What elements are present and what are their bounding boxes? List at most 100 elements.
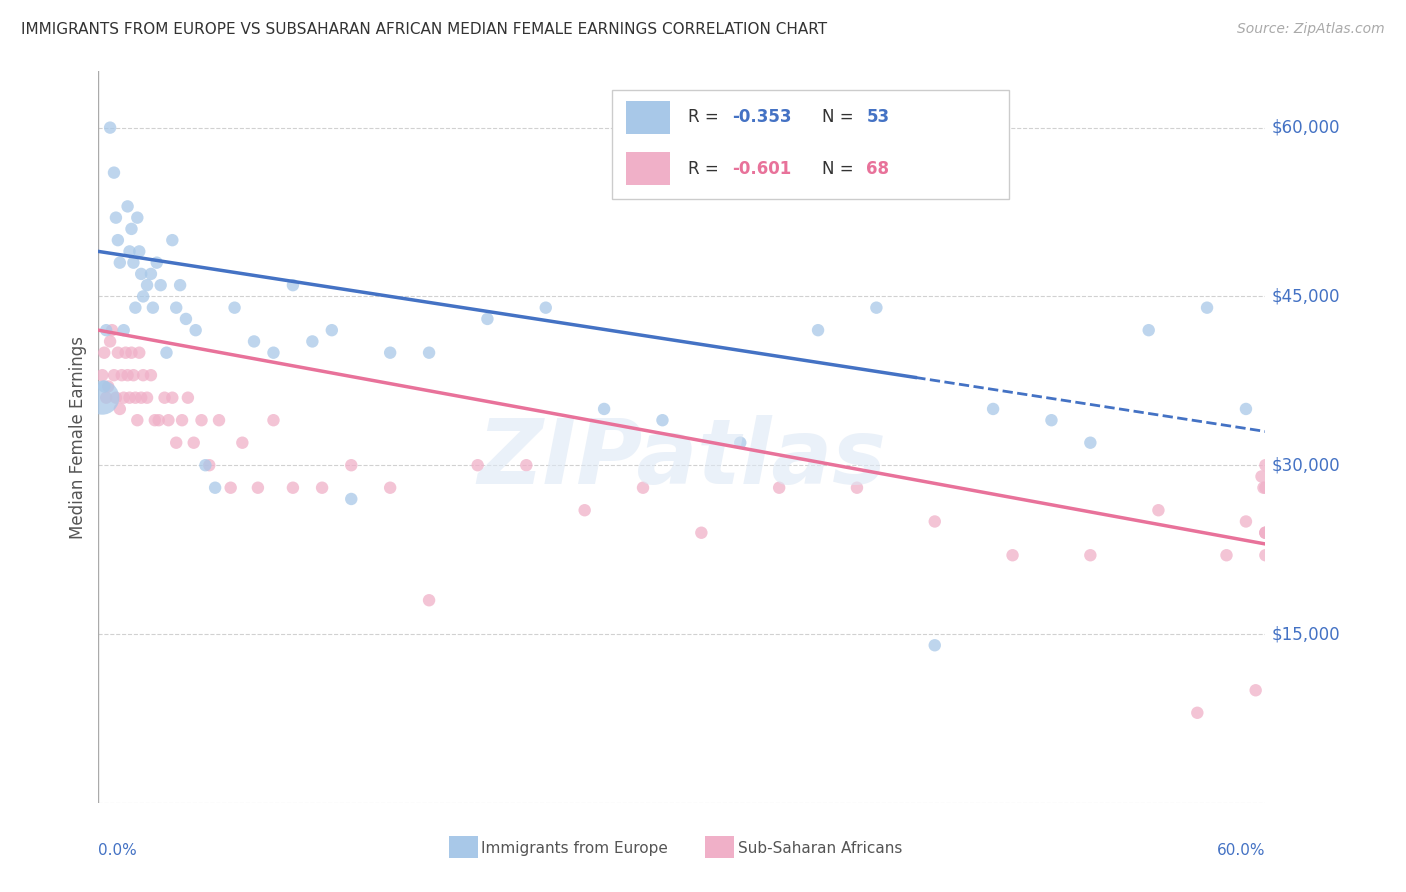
Point bbox=[128, 345, 150, 359]
Point bbox=[1234, 515, 1257, 529]
Point bbox=[380, 481, 402, 495]
Point bbox=[262, 345, 284, 359]
Point bbox=[114, 345, 136, 359]
Point bbox=[91, 368, 114, 383]
Point bbox=[124, 301, 146, 315]
Point bbox=[143, 413, 166, 427]
Point bbox=[104, 391, 127, 405]
Point bbox=[174, 312, 197, 326]
Point bbox=[467, 458, 489, 473]
Point bbox=[515, 458, 537, 473]
Point bbox=[243, 334, 266, 349]
Point bbox=[631, 481, 654, 495]
Point bbox=[108, 401, 131, 416]
Point bbox=[132, 368, 155, 383]
Point bbox=[1187, 706, 1209, 720]
Point bbox=[301, 334, 323, 349]
Point bbox=[162, 391, 184, 405]
Point bbox=[1137, 323, 1160, 337]
Point bbox=[281, 481, 304, 495]
Point bbox=[340, 458, 363, 473]
Point bbox=[208, 413, 231, 427]
Text: ZIPatlas: ZIPatlas bbox=[478, 415, 886, 503]
Point bbox=[1244, 683, 1267, 698]
Point bbox=[1080, 548, 1102, 562]
Point bbox=[204, 481, 226, 495]
Point bbox=[190, 413, 212, 427]
Point bbox=[1254, 525, 1277, 540]
Point bbox=[121, 222, 143, 236]
Point bbox=[311, 481, 333, 495]
Point bbox=[103, 166, 125, 180]
Point bbox=[128, 244, 150, 259]
Point bbox=[122, 368, 145, 383]
Point bbox=[231, 435, 253, 450]
Point bbox=[380, 345, 402, 359]
Text: -0.601: -0.601 bbox=[733, 160, 792, 178]
Point bbox=[107, 345, 129, 359]
Point bbox=[124, 391, 146, 405]
Point bbox=[177, 391, 200, 405]
Point bbox=[340, 491, 363, 506]
Point bbox=[574, 503, 596, 517]
Point bbox=[1254, 525, 1277, 540]
Point bbox=[103, 368, 125, 383]
Point bbox=[165, 435, 187, 450]
Point bbox=[224, 301, 246, 315]
Point bbox=[846, 481, 869, 495]
Point bbox=[1147, 503, 1170, 517]
Point bbox=[730, 435, 752, 450]
FancyBboxPatch shape bbox=[612, 90, 1008, 200]
Text: 53: 53 bbox=[866, 109, 890, 127]
Point bbox=[690, 525, 713, 540]
Bar bbox=[626, 101, 671, 134]
Point bbox=[101, 323, 124, 337]
Point bbox=[768, 481, 790, 495]
Point bbox=[93, 345, 115, 359]
Text: R =: R = bbox=[688, 160, 724, 178]
Point bbox=[96, 391, 118, 405]
Point bbox=[139, 267, 162, 281]
Text: $45,000: $45,000 bbox=[1271, 287, 1340, 305]
Point bbox=[93, 379, 115, 393]
Point bbox=[1253, 481, 1275, 495]
Point bbox=[262, 413, 284, 427]
Point bbox=[924, 515, 946, 529]
Point bbox=[170, 413, 193, 427]
Text: $60,000: $60,000 bbox=[1271, 119, 1340, 136]
Text: 60.0%: 60.0% bbox=[1218, 843, 1265, 858]
Text: $15,000: $15,000 bbox=[1271, 625, 1340, 643]
Point bbox=[155, 345, 177, 359]
Text: Sub-Saharan Africans: Sub-Saharan Africans bbox=[738, 840, 903, 855]
Text: 0.0%: 0.0% bbox=[98, 843, 138, 858]
Point bbox=[246, 481, 269, 495]
Point bbox=[1254, 458, 1277, 473]
Point bbox=[418, 345, 440, 359]
Point bbox=[418, 593, 440, 607]
Point bbox=[219, 481, 242, 495]
Point bbox=[129, 391, 152, 405]
Text: 68: 68 bbox=[866, 160, 889, 178]
Point bbox=[162, 233, 184, 247]
Point bbox=[1040, 413, 1063, 427]
Point bbox=[1254, 481, 1277, 495]
Point bbox=[139, 368, 162, 383]
Point bbox=[194, 458, 217, 473]
Point bbox=[127, 413, 149, 427]
Text: Immigrants from Europe: Immigrants from Europe bbox=[481, 840, 668, 855]
Text: -0.353: -0.353 bbox=[733, 109, 792, 127]
Point bbox=[91, 391, 114, 405]
Point bbox=[184, 323, 207, 337]
Point bbox=[104, 211, 127, 225]
Point bbox=[1195, 301, 1218, 315]
Point bbox=[169, 278, 191, 293]
Point bbox=[321, 323, 343, 337]
Bar bbox=[449, 836, 478, 858]
Point bbox=[534, 301, 557, 315]
Point bbox=[149, 278, 172, 293]
Point bbox=[129, 267, 152, 281]
Text: $30,000: $30,000 bbox=[1271, 456, 1340, 475]
Point bbox=[118, 244, 141, 259]
Bar bbox=[706, 836, 734, 858]
Point bbox=[148, 413, 170, 427]
